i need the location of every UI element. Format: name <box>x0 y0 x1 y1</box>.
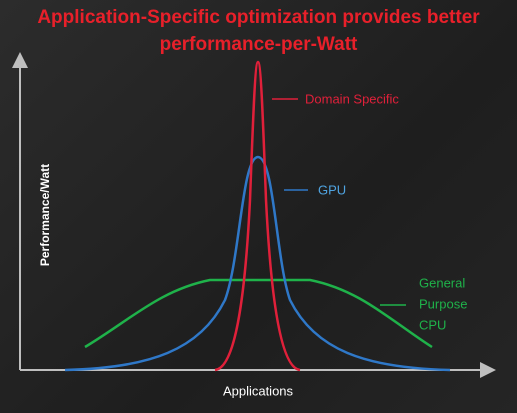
title: Application-Specific optimization provid… <box>37 7 480 55</box>
curve-label: GPU <box>318 182 346 197</box>
curve-label: Domain Specific <box>305 91 399 106</box>
curve-label: Purpose <box>419 296 467 311</box>
gpu-curve <box>64 155 451 372</box>
domain-specific-curve <box>214 60 301 372</box>
y-axis-label: Performance/Watt <box>38 164 52 266</box>
x-axis-label: Applications <box>223 383 294 398</box>
curve-label: General <box>419 275 465 290</box>
curve-label: CPU <box>419 317 446 332</box>
cpu-curve <box>84 278 433 349</box>
